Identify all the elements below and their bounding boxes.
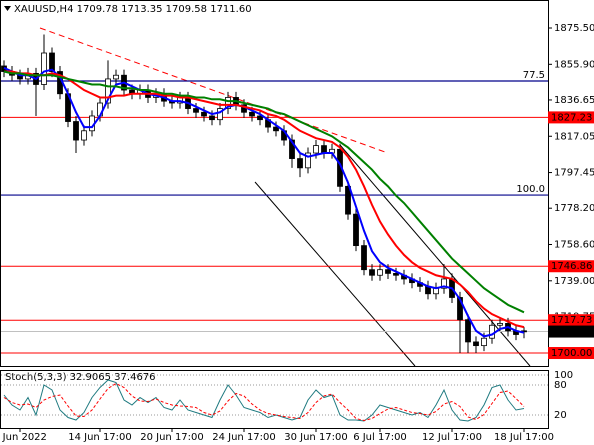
candle-body: [41, 52, 47, 85]
candle-body: [353, 213, 359, 247]
candle-body: [273, 126, 279, 132]
price-tag-label: 1700.00: [551, 348, 592, 359]
x-tick-label: 8 Jun 2022: [0, 432, 47, 443]
trend-line: [39, 27, 386, 153]
y-tick-label: 1817.05: [554, 131, 594, 142]
candle-body: [105, 78, 111, 104]
candle-body: [209, 115, 215, 121]
x-tick-label: 18 Jul 17:00: [494, 432, 554, 443]
x-tick-label: 6 Jul 17:00: [353, 432, 407, 443]
price-tag: [548, 260, 594, 273]
stoch-label: Stoch(5,3,3) 32.9065 37.4676: [5, 372, 156, 383]
y-tick-label: 1855.90: [554, 59, 594, 70]
fibo-label: 100.0: [516, 184, 545, 195]
candle-body: [441, 278, 447, 289]
candle-body: [217, 108, 223, 121]
x-tick-label: 14 Jun 17:00: [68, 432, 132, 443]
y-tick-label: 1739.00: [554, 276, 594, 287]
x-tick-label: 30 Jun 17:00: [284, 432, 348, 443]
candle-body: [305, 152, 311, 169]
candle-body: [49, 52, 55, 72]
candle-body: [73, 121, 79, 141]
price-panel-frame: [0, 0, 549, 367]
candle-body: [369, 269, 375, 276]
candle-body: [313, 145, 319, 154]
moving-average: [4, 70, 525, 329]
candle-body: [201, 111, 207, 117]
candle-body: [225, 97, 231, 109]
candle-body: [489, 324, 495, 339]
stoch-line: [3, 379, 525, 422]
candle-body: [481, 337, 487, 347]
x-tick-label: 20 Jun 17:00: [140, 432, 204, 443]
price-tag-label: 1827.23: [551, 112, 592, 123]
price-tag: [548, 111, 594, 124]
stoch-tick-label: 20: [554, 410, 567, 421]
candle-body: [297, 158, 303, 169]
candle-body: [497, 323, 503, 326]
y-tick-label: 1797.45: [554, 168, 594, 179]
y-tick-label: 1778.20: [554, 203, 594, 214]
candle-body: [361, 245, 367, 271]
stoch-line: [3, 382, 525, 422]
channel-line: [254, 181, 416, 367]
candle-body: [465, 319, 471, 343]
stoch-panel-frame: [0, 370, 549, 429]
moving-average: [3, 70, 525, 314]
x-tick-label: 12 Jul 17:00: [422, 432, 482, 443]
candle-body: [321, 145, 327, 154]
price-tag: [548, 325, 594, 338]
stoch-tick-label: 100: [554, 370, 573, 381]
candle-body: [473, 341, 479, 347]
channel-line: [339, 144, 531, 367]
candle-body: [289, 139, 295, 159]
candle-body: [81, 130, 87, 141]
candle-body: [457, 297, 463, 321]
candle-body: [377, 269, 383, 276]
moving-average: [3, 66, 525, 338]
fibo-label: 77.5: [523, 70, 545, 81]
price-tag-label: 1711.60: [551, 327, 592, 338]
price-tag-label: 1746.86: [551, 261, 592, 272]
price-tag-label: 1717.73: [551, 315, 592, 326]
price-tag: [548, 314, 594, 327]
candle-body: [249, 111, 255, 117]
stoch-tick-label: 80: [554, 380, 567, 391]
y-tick-label: 1758.60: [554, 240, 594, 251]
y-tick-label: 1836.65: [554, 95, 594, 106]
x-tick-label: 24 Jun 17:00: [212, 432, 276, 443]
candle-body: [385, 269, 391, 274]
chart-title: XAUUSD,H4 1709.78 1713.35 1709.58 1711.6…: [14, 4, 252, 15]
candle-body: [393, 272, 399, 276]
candle-body: [193, 108, 199, 113]
candle-body: [345, 185, 351, 215]
candle-body: [113, 74, 119, 80]
symbol-icon: [4, 6, 11, 11]
candle-body: [257, 115, 263, 121]
y-tick-label: 1875.50: [554, 23, 594, 34]
price-tag: [548, 347, 594, 360]
